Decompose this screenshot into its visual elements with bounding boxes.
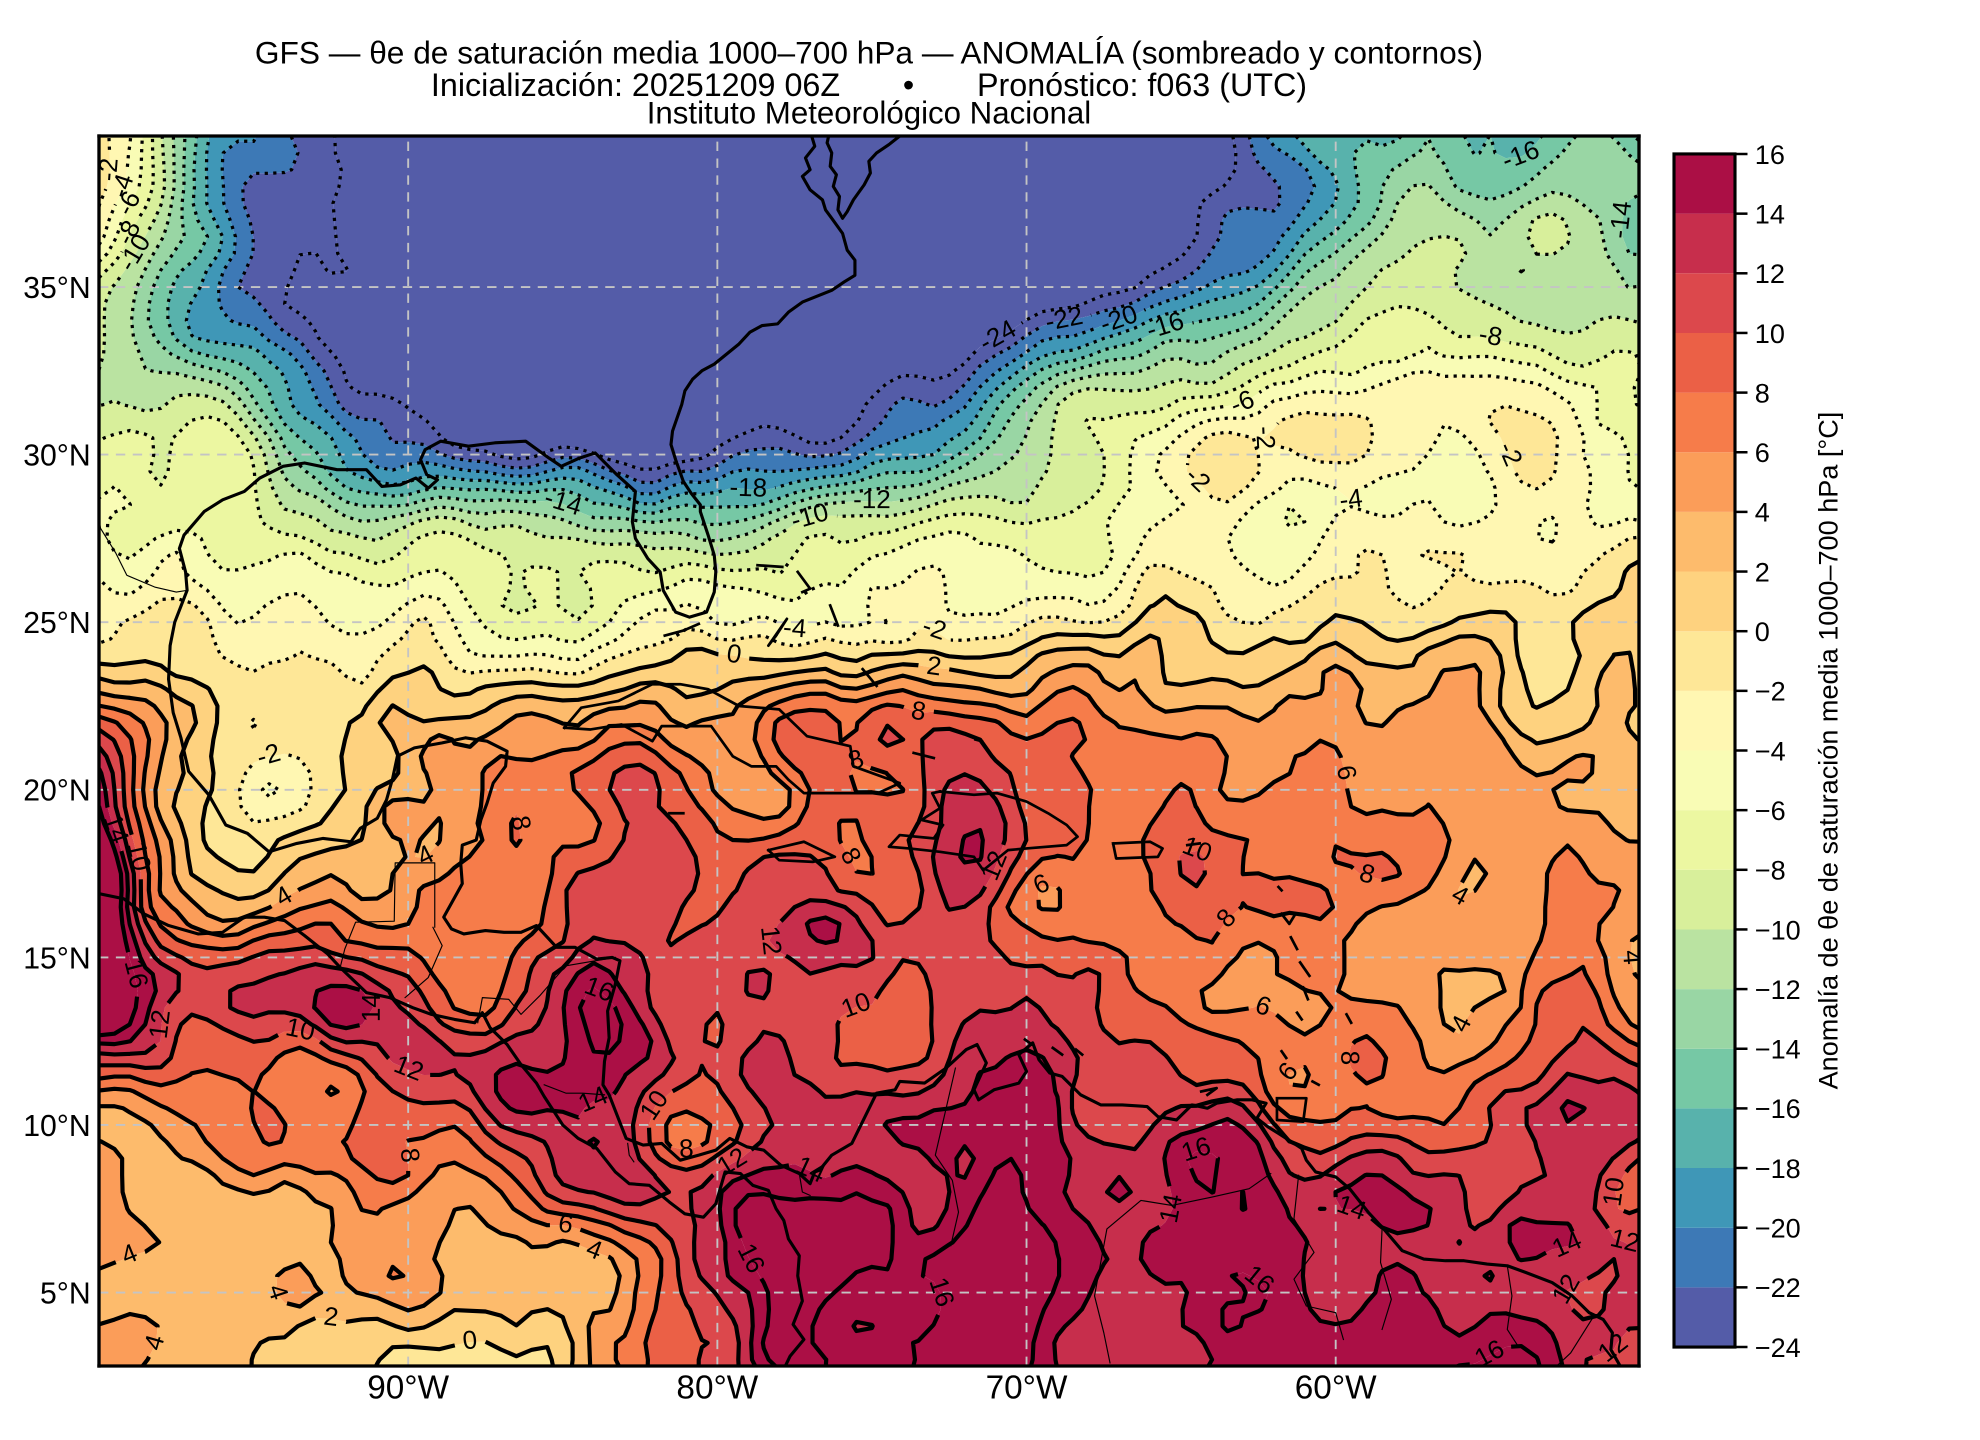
svg-text:16: 16 [1755, 139, 1785, 170]
svg-text:8: 8 [1335, 1050, 1365, 1065]
svg-text:−4: −4 [1755, 735, 1786, 766]
svg-text:15°N: 15°N [23, 942, 90, 975]
svg-text:−16: −16 [1755, 1093, 1801, 1124]
svg-text:20°N: 20°N [23, 775, 90, 808]
svg-text:16: 16 [119, 956, 155, 992]
svg-text:10: 10 [283, 1011, 317, 1046]
svg-text:8: 8 [1755, 377, 1770, 408]
svg-text:4: 4 [1617, 949, 1648, 966]
svg-text:90°W: 90°W [367, 1369, 449, 1406]
svg-text:8: 8 [505, 813, 537, 832]
svg-text:25°N: 25°N [23, 607, 90, 640]
svg-text:−14: −14 [1755, 1034, 1801, 1065]
svg-text:10: 10 [1755, 318, 1785, 349]
svg-text:GFS — θe de saturación media 1: GFS — θe de saturación media 1000–700 hP… [255, 34, 1483, 70]
svg-text:70°W: 70°W [986, 1369, 1068, 1406]
svg-text:35°N: 35°N [23, 272, 90, 305]
svg-text:80°W: 80°W [676, 1369, 758, 1406]
svg-text:12: 12 [143, 1008, 176, 1040]
svg-text:Inicialización: 20251209 06Z: Inicialización: 20251209 06Z • Pronóstic… [431, 67, 1307, 103]
svg-text:-4: -4 [1337, 482, 1364, 515]
svg-text:−24: −24 [1755, 1332, 1801, 1363]
svg-text:−10: −10 [1755, 914, 1801, 945]
svg-text:60°W: 60°W [1295, 1369, 1377, 1406]
svg-text:0: 0 [725, 638, 744, 670]
svg-text:12: 12 [1755, 258, 1785, 289]
svg-text:10: 10 [122, 839, 158, 874]
svg-text:-18: -18 [729, 472, 767, 503]
svg-text:−20: −20 [1755, 1213, 1801, 1244]
svg-text:−12: −12 [1755, 974, 1801, 1005]
svg-text:8: 8 [909, 695, 928, 727]
svg-text:Instituto Meteorológico Nacion: Instituto Meteorológico Nacional [647, 95, 1091, 130]
svg-text:Anomalía de θe de saturación m: Anomalía de θe de saturación media 1000–… [1812, 412, 1843, 1090]
svg-text:8: 8 [678, 1133, 694, 1164]
svg-text:6: 6 [1755, 437, 1770, 468]
svg-text:2: 2 [1755, 556, 1770, 587]
svg-text:12: 12 [1607, 1222, 1642, 1258]
svg-text:-8: -8 [1477, 318, 1505, 351]
svg-text:−18: −18 [1755, 1153, 1801, 1184]
svg-text:4: 4 [1755, 497, 1770, 528]
svg-text:-2: -2 [1250, 425, 1281, 450]
svg-text:−22: −22 [1755, 1272, 1801, 1303]
svg-text:-14: -14 [1603, 199, 1637, 240]
svg-text:14: 14 [1755, 198, 1785, 229]
svg-text:0: 0 [461, 1324, 479, 1355]
svg-text:6: 6 [1331, 763, 1363, 783]
svg-text:−6: −6 [1755, 795, 1786, 826]
svg-text:14: 14 [356, 993, 386, 1022]
svg-text:−8: −8 [1755, 855, 1786, 886]
svg-text:0: 0 [1755, 616, 1770, 647]
svg-text:-2: -2 [92, 157, 124, 182]
svg-text:8: 8 [395, 1146, 426, 1164]
svg-text:-4: -4 [782, 612, 808, 644]
svg-text:6: 6 [556, 1207, 575, 1239]
svg-text:14: 14 [1153, 1191, 1188, 1225]
svg-text:10°N: 10°N [23, 1110, 90, 1143]
svg-text:10: 10 [1596, 1175, 1630, 1208]
svg-text:30°N: 30°N [23, 440, 90, 473]
svg-text:5°N: 5°N [40, 1278, 91, 1311]
svg-text:-12: -12 [853, 484, 891, 514]
svg-text:−2: −2 [1755, 676, 1786, 707]
svg-text:12: 12 [755, 924, 788, 956]
svg-text:2: 2 [322, 1301, 340, 1333]
svg-text:2: 2 [925, 650, 943, 682]
svg-text:-22: -22 [1042, 300, 1085, 337]
